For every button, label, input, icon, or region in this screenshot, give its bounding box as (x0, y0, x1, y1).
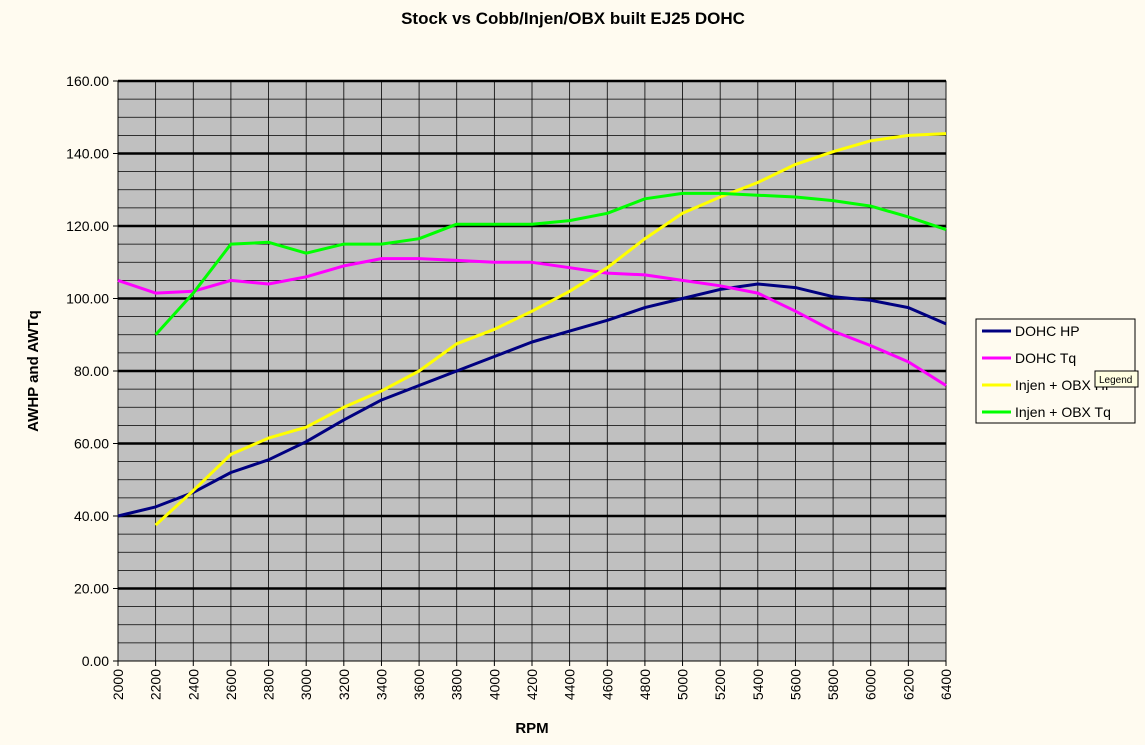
y-tick-label: 100.00 (66, 291, 109, 307)
legend-label-injen-obx-hp: Injen + OBX HP (1015, 377, 1114, 393)
legend-tooltip-text: Legend (1099, 375, 1132, 386)
x-tick-label: 2400 (185, 669, 201, 700)
x-tick-label: 5600 (787, 669, 803, 700)
x-tick-label: 4400 (562, 669, 578, 700)
y-tick-label: 60.00 (74, 436, 109, 452)
x-tick-label: 6000 (863, 669, 879, 700)
x-tick-label: 2000 (110, 669, 126, 700)
tick-labels: 0.00 20.00 40.00 60.00 80.00 100.00 120.00 140.… (66, 73, 954, 700)
y-axis-label: AWHP and AWTq (25, 310, 42, 432)
x-tick-label: 3800 (449, 669, 465, 700)
x-tick-label: 5400 (750, 669, 766, 700)
legend-label-dohc-hp: DOHC HP (1015, 323, 1080, 339)
x-tick-label: 3400 (373, 669, 389, 700)
y-tick-label: 140.00 (66, 146, 109, 162)
x-tick-label: 3000 (298, 669, 314, 700)
x-tick-label: 6200 (900, 669, 916, 700)
x-tick-label: 6400 (938, 669, 954, 700)
axes (113, 80, 947, 666)
x-tick-label: 3600 (411, 669, 427, 700)
y-tick-label: 120.00 (66, 218, 109, 234)
x-tick-label: 3200 (336, 669, 352, 700)
x-tick-label: 5200 (712, 669, 728, 700)
x-tick-label: 5000 (675, 669, 691, 700)
y-tick-label: 20.00 (74, 581, 109, 597)
y-tick-label: 80.00 (74, 363, 109, 379)
x-tick-label: 5800 (825, 669, 841, 700)
x-tick-label: 2200 (148, 669, 164, 700)
x-axis-label: RPM (515, 720, 548, 737)
series-layer (117, 132, 947, 527)
x-tick-label: 4600 (599, 669, 615, 700)
x-tick-label: 2800 (261, 669, 277, 700)
x-tick-label: 4200 (524, 669, 540, 700)
y-tick-label: 0.00 (82, 653, 109, 669)
legend-label-dohc-tq: DOHC Tq (1015, 350, 1076, 366)
y-tick-label: 40.00 (74, 508, 109, 524)
series-line-dohc-hp (117, 282, 947, 518)
x-tick-label: 4800 (637, 669, 653, 700)
y-tick-label: 160.00 (66, 73, 109, 89)
legend-tooltip: Legend (1094, 370, 1139, 388)
series-line-dohc-tq (117, 257, 947, 387)
legend-label-injen-obx-tq: Injen + OBX Tq (1015, 404, 1111, 420)
chart-title: Stock vs Cobb/Injen/OBX built EJ25 DOHC (401, 9, 745, 28)
x-tick-label: 2600 (223, 669, 239, 700)
series-line-injen-obx-tq (154, 191, 947, 336)
x-tick-label: 4000 (486, 669, 502, 700)
series-line-injen-obx-hp (154, 132, 947, 527)
